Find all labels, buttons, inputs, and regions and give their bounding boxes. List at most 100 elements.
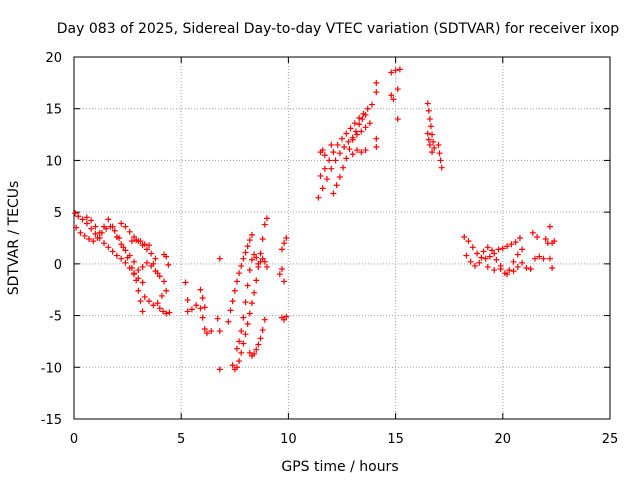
data-point bbox=[122, 259, 129, 266]
data-point bbox=[182, 279, 189, 286]
data-point bbox=[261, 258, 268, 265]
data-point bbox=[227, 307, 234, 314]
data-point bbox=[128, 238, 135, 245]
data-point bbox=[242, 249, 249, 256]
data-point bbox=[549, 264, 556, 271]
data-point bbox=[278, 246, 285, 253]
data-point bbox=[276, 271, 283, 278]
data-point bbox=[259, 236, 266, 243]
data-point bbox=[436, 150, 443, 157]
data-point bbox=[321, 165, 328, 172]
data-point bbox=[373, 79, 380, 86]
data-point bbox=[431, 145, 438, 152]
data-point bbox=[255, 341, 262, 348]
data-point bbox=[491, 267, 498, 274]
data-point bbox=[150, 260, 157, 267]
data-point bbox=[465, 238, 472, 245]
y-axis-label: SDTVAR / TECUs bbox=[6, 181, 22, 296]
data-point bbox=[94, 235, 101, 241]
grid bbox=[74, 57, 610, 419]
data-point bbox=[238, 262, 245, 269]
data-point bbox=[248, 256, 255, 263]
data-point bbox=[340, 164, 347, 171]
data-point bbox=[474, 250, 481, 257]
y-tick-label: 10 bbox=[45, 154, 62, 169]
data-point bbox=[346, 146, 353, 153]
data-point bbox=[461, 233, 468, 240]
data-point bbox=[233, 345, 240, 352]
data-point bbox=[105, 216, 112, 223]
data-point bbox=[463, 252, 470, 259]
data-point bbox=[229, 362, 236, 369]
data-point bbox=[426, 141, 433, 148]
data-point bbox=[126, 252, 133, 259]
data-point bbox=[143, 246, 150, 253]
data-point bbox=[257, 335, 264, 342]
data-point bbox=[281, 316, 288, 323]
data-point bbox=[476, 259, 483, 266]
data-point bbox=[321, 152, 328, 159]
data-point bbox=[231, 287, 238, 294]
x-tick-label: 20 bbox=[495, 432, 512, 447]
data-point bbox=[394, 86, 401, 93]
data-point bbox=[358, 128, 365, 135]
data-point bbox=[480, 248, 487, 255]
data-point bbox=[261, 316, 268, 323]
data-point bbox=[143, 259, 150, 266]
data-point bbox=[96, 229, 103, 236]
data-point bbox=[150, 302, 157, 309]
data-point bbox=[531, 255, 538, 262]
data-point bbox=[133, 277, 140, 284]
data-point bbox=[236, 338, 243, 345]
data-point bbox=[73, 224, 80, 231]
data-point bbox=[429, 149, 436, 156]
data-point bbox=[257, 250, 264, 257]
data-point bbox=[373, 89, 380, 96]
data-point bbox=[105, 244, 112, 251]
data-point bbox=[229, 298, 236, 305]
data-point bbox=[339, 135, 345, 142]
data-point bbox=[139, 308, 146, 315]
data-point bbox=[101, 223, 108, 230]
data-point bbox=[90, 238, 97, 245]
data-point bbox=[478, 254, 485, 261]
data-point bbox=[354, 131, 361, 138]
data-point bbox=[493, 256, 500, 263]
data-point bbox=[163, 253, 170, 260]
data-point bbox=[429, 131, 436, 138]
y-tick-label: -5 bbox=[49, 310, 62, 325]
data-point bbox=[158, 292, 165, 299]
data-point bbox=[137, 298, 144, 305]
data-point bbox=[508, 241, 515, 248]
data-point bbox=[495, 246, 502, 253]
data-point bbox=[184, 308, 191, 315]
data-point bbox=[504, 243, 511, 250]
data-point bbox=[336, 173, 343, 180]
data-point bbox=[81, 232, 88, 239]
y-tick-label: 0 bbox=[54, 258, 62, 273]
data-point bbox=[240, 340, 247, 347]
data-point bbox=[233, 278, 240, 285]
data-point bbox=[109, 223, 116, 230]
data-point bbox=[527, 266, 534, 273]
data-point bbox=[83, 220, 90, 227]
data-point bbox=[373, 135, 380, 142]
data-point bbox=[163, 287, 170, 294]
data-point bbox=[165, 261, 172, 268]
data-point bbox=[427, 123, 434, 130]
data-point bbox=[193, 302, 200, 309]
data-point bbox=[161, 278, 168, 285]
data-point bbox=[139, 279, 146, 286]
data-point bbox=[246, 310, 253, 317]
data-point bbox=[197, 305, 204, 312]
data-point bbox=[437, 157, 444, 164]
data-point bbox=[197, 286, 204, 293]
y-tick-label: -10 bbox=[41, 361, 62, 376]
data-point bbox=[251, 251, 258, 258]
data-point bbox=[240, 255, 247, 262]
data-point bbox=[499, 245, 506, 252]
data-point bbox=[111, 227, 118, 234]
data-point bbox=[246, 349, 253, 356]
x-tick-label: 0 bbox=[70, 432, 78, 447]
